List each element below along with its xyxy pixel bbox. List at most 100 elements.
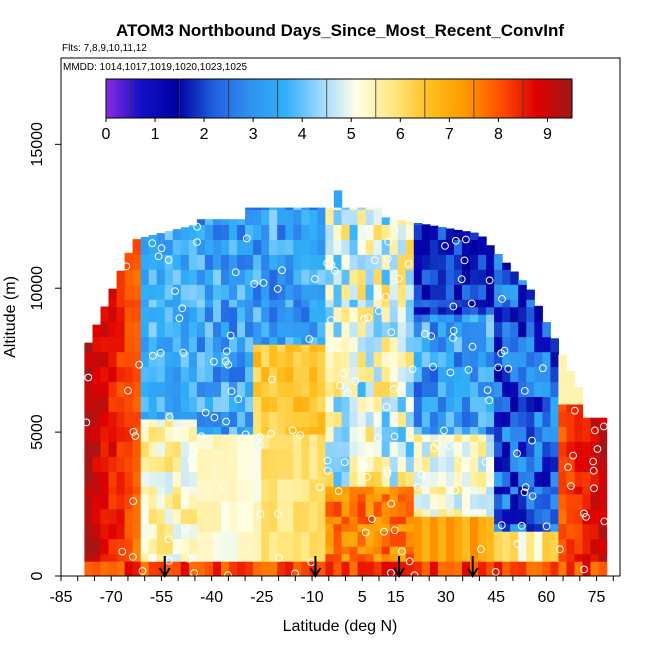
heatmap-cell	[221, 329, 230, 338]
observation-point	[327, 261, 336, 269]
heatmap-cell	[341, 493, 351, 502]
heatmap-cell	[590, 516, 600, 525]
heatmap-cell	[558, 448, 567, 457]
heatmap-cell	[172, 486, 182, 495]
heatmap-cell	[100, 501, 110, 510]
y-tick-label: 0	[29, 571, 46, 580]
observation-point	[539, 364, 547, 373]
heatmap-cell	[421, 246, 431, 255]
heatmap-cell	[381, 553, 391, 562]
heatmap-cell	[373, 478, 383, 487]
heatmap-cell	[237, 486, 246, 495]
heatmap-cell	[413, 411, 423, 420]
heatmap-cell	[365, 546, 375, 555]
heatmap-cell	[413, 329, 423, 338]
heatmap-cell	[164, 516, 174, 525]
heatmap-cell	[462, 508, 471, 517]
heatmap-cell	[454, 546, 463, 555]
heatmap-cell	[478, 359, 487, 368]
heatmap-cell	[261, 276, 270, 285]
heatmap-cell	[333, 269, 343, 278]
heatmap-cell	[534, 561, 543, 570]
heatmap-cell	[470, 418, 479, 427]
heatmap-cell	[293, 216, 302, 225]
heatmap-cell	[213, 314, 222, 323]
heatmap-cell	[413, 276, 423, 285]
heatmap-cell	[132, 456, 142, 465]
heatmap-cell	[373, 314, 383, 323]
heatmap-cell	[253, 321, 262, 330]
heatmap-cell	[293, 291, 302, 300]
heatmap-cell	[558, 433, 567, 442]
heatmap-cell	[357, 381, 367, 390]
heatmap-cell	[502, 291, 511, 300]
heatmap-cell	[301, 516, 310, 525]
heatmap-cell	[429, 314, 439, 323]
heatmap-cell	[132, 351, 142, 360]
heatmap-cell	[293, 276, 302, 285]
heatmap-cell	[269, 523, 278, 532]
heatmap-cell	[164, 568, 174, 576]
heatmap-cell	[381, 426, 391, 435]
heatmap-cell	[253, 254, 262, 263]
heatmap-cell	[301, 403, 310, 412]
heatmap-cell	[437, 276, 447, 285]
observation-point	[483, 386, 492, 395]
heatmap-cell	[542, 501, 551, 510]
heatmap-cell	[301, 433, 310, 442]
heatmap-cell	[245, 501, 254, 510]
heatmap-cell	[132, 448, 142, 457]
heatmap-cell	[293, 207, 302, 210]
heatmap-cell	[558, 418, 567, 427]
heatmap-cell	[116, 374, 126, 383]
heatmap-cell	[229, 351, 238, 360]
heatmap-cell	[100, 321, 110, 330]
x-tick-label: -85	[49, 589, 72, 606]
heatmap-cell	[156, 568, 166, 576]
heatmap-cell	[478, 261, 487, 270]
heatmap-cell	[534, 523, 543, 532]
heatmap-cell	[140, 561, 150, 570]
heatmap-cell	[116, 381, 126, 390]
heatmap-cell	[196, 396, 206, 405]
heatmap-cell	[132, 261, 142, 270]
heatmap-cell	[213, 433, 222, 442]
heatmap-cell	[598, 561, 608, 570]
heatmap-cell	[309, 291, 318, 300]
heatmap-cell	[437, 291, 447, 300]
observation-point	[513, 540, 522, 549]
heatmap-cell	[478, 418, 487, 427]
observation-point	[521, 483, 530, 492]
heatmap-cell	[204, 269, 214, 278]
heatmap-cell	[405, 261, 415, 270]
heatmap-cell	[84, 433, 93, 442]
heatmap-cell	[277, 344, 286, 353]
heatmap-cell	[84, 359, 93, 368]
heatmap-cell	[526, 329, 535, 338]
heatmap-cell	[140, 254, 150, 263]
heatmap-cell	[309, 463, 318, 472]
heatmap-cell	[413, 553, 423, 562]
heatmap-cell	[389, 538, 399, 547]
heatmap-cell	[317, 538, 326, 547]
heatmap-cell	[261, 374, 270, 383]
heatmap-cell	[558, 456, 567, 465]
heatmap-cell	[277, 239, 286, 248]
heatmap-cell	[148, 321, 158, 330]
heatmap-cell	[124, 314, 134, 323]
heatmap-cell	[124, 426, 134, 435]
heatmap-cell	[229, 219, 238, 225]
heatmap-cell	[373, 471, 383, 480]
heatmap-cell	[397, 321, 407, 330]
heatmap-cell	[188, 568, 198, 576]
heatmap-cell	[470, 291, 479, 300]
heatmap-cell	[510, 411, 519, 420]
heatmap-cell	[204, 231, 214, 240]
heatmap-cell	[421, 239, 431, 248]
heatmap-cell	[261, 456, 270, 465]
heatmap-cell	[188, 246, 198, 255]
heatmap-cell	[188, 336, 198, 345]
observation-point	[404, 260, 413, 268]
colorbar-tick-label: 4	[298, 126, 307, 143]
heatmap-cell	[421, 493, 431, 502]
